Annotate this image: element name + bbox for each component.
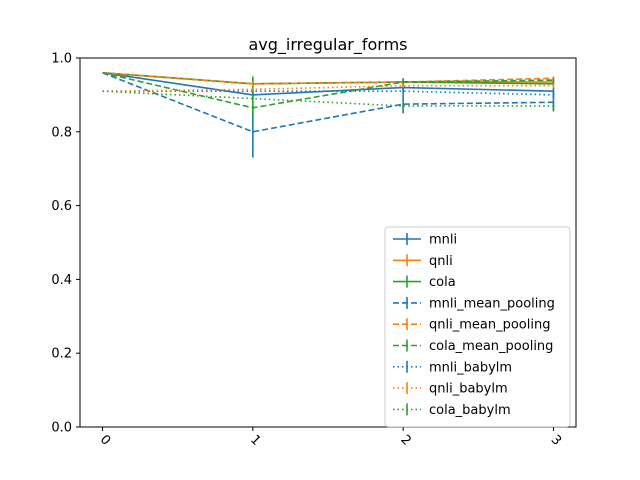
plot-area — [102, 71, 555, 158]
y-tick-label: 0.0 — [51, 421, 72, 436]
series-line-cola_babylm — [102, 90, 554, 107]
legend-label-mnli: mnli — [429, 233, 457, 248]
chart-title: avg_irregular_forms — [248, 35, 407, 55]
axes-frame — [79, 57, 577, 428]
legend-item-mnli: mnli — [393, 233, 457, 248]
legend-item-qnli: qnli — [393, 254, 453, 269]
y-tick-label: 0.4 — [51, 273, 72, 288]
legend-label-mnli_babylm: mnli_babylm — [429, 360, 512, 375]
legend-label-qnli: qnli — [429, 254, 453, 269]
series-line-qnli_babylm — [102, 84, 554, 93]
legend-label-qnli_babylm: qnli_babylm — [429, 382, 508, 397]
legend-label-qnli_mean_pooling: qnli_mean_pooling — [429, 318, 550, 333]
y-tick-label: 0.2 — [51, 347, 72, 362]
series-line-mnli_mean_pooling — [102, 72, 554, 133]
y-tick-label: 0.6 — [51, 199, 72, 214]
legend-item-qnli_mean_pooling: qnli_mean_pooling — [393, 318, 550, 333]
legend-item-qnli_babylm: qnli_babylm — [393, 382, 508, 397]
legend-label-cola: cola — [429, 275, 456, 290]
legend-item-cola: cola — [393, 275, 456, 290]
legend-box — [384, 226, 571, 428]
series-line-cola_mean_pooling — [102, 71, 554, 109]
legend-label-cola_mean_pooling: cola_mean_pooling — [429, 339, 553, 354]
y-tick-label: 0.8 — [51, 125, 72, 140]
legend-label-mnli_mean_pooling: mnli_mean_pooling — [429, 296, 555, 311]
series-line-mnli_babylm — [102, 90, 554, 96]
y-tick-label: 1.0 — [51, 52, 72, 67]
legend-item-cola_mean_pooling: cola_mean_pooling — [393, 339, 553, 354]
legend-item-mnli_mean_pooling: mnli_mean_pooling — [393, 296, 555, 311]
series-line-qnli_mean_pooling — [102, 71, 554, 85]
series-qnli_babylm — [102, 83, 555, 93]
legend-label-cola_babylm: cola_babylm — [429, 403, 511, 418]
legend-item-mnli_babylm: mnli_babylm — [393, 360, 512, 375]
legend: mnli qnli cola mnli_mean_pooling qnli_mean_p… — [384, 226, 571, 428]
series-cola_babylm — [102, 90, 555, 110]
legend-item-cola_babylm: cola_babylm — [393, 403, 511, 418]
